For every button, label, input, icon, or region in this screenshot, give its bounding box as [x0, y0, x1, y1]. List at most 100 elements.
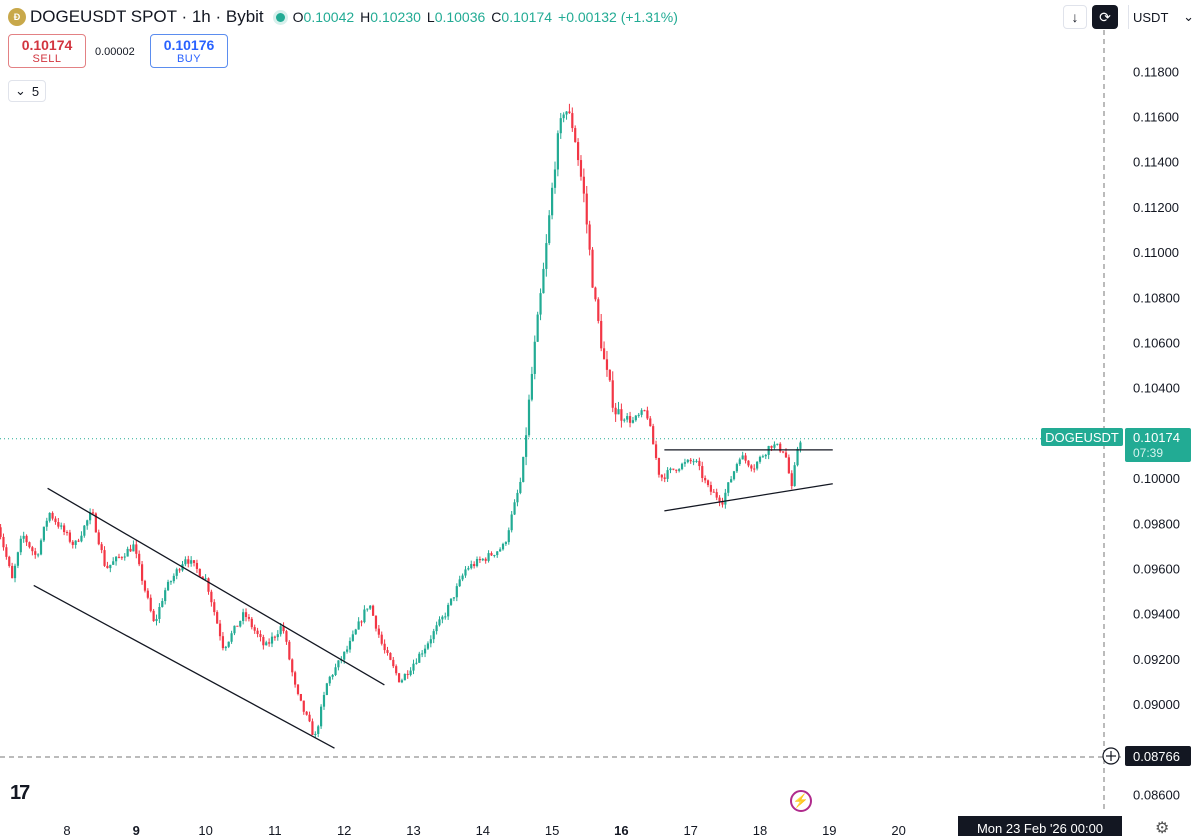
candle-body [432, 631, 435, 640]
candle-body [210, 591, 213, 603]
refresh-button[interactable]: ⟳ [1092, 5, 1118, 29]
trendline-range-bottom[interactable] [664, 483, 833, 512]
last-price-value: 0.10174 [1133, 430, 1180, 445]
candle-body [663, 477, 666, 479]
candle-body [753, 468, 756, 470]
candle-body [499, 549, 502, 552]
indicator-toggle[interactable]: ⌄ 5 [8, 80, 47, 102]
candle-body [441, 616, 444, 620]
time-axis: 8 9 10 11 12 13 14 15 16 17 18 19 20 [63, 823, 905, 836]
candle-body [366, 608, 369, 610]
candle-body [481, 558, 484, 561]
candle-body [565, 111, 568, 115]
candle-body [473, 564, 476, 567]
candle-body [2, 536, 5, 548]
candle-body [779, 443, 782, 452]
candle-body [135, 544, 138, 554]
candle-body [377, 628, 380, 635]
price-tick-label: 0.09800 [1133, 516, 1180, 531]
candle-body [756, 461, 759, 469]
candle-body [712, 491, 715, 493]
price-tick-label: 0.09000 [1133, 697, 1180, 712]
candle-body [11, 565, 14, 579]
candle-body [83, 525, 86, 536]
candle-body [545, 243, 548, 269]
candle-body [782, 451, 785, 453]
candle-body [320, 706, 323, 727]
candle-body [5, 547, 8, 557]
candle-body [773, 444, 776, 448]
candle-body [695, 460, 698, 462]
candle-body [796, 448, 799, 466]
candle-body [25, 535, 28, 543]
currency-select[interactable]: USDT ⌄ [1128, 5, 1200, 29]
candle-body [207, 578, 210, 592]
download-button[interactable]: ↓ [1063, 5, 1087, 29]
candle-body [614, 407, 617, 415]
candle-body [418, 653, 421, 663]
candle-body [626, 416, 629, 420]
candle-body [63, 525, 66, 533]
candle-body [617, 409, 620, 415]
candle-body [68, 532, 71, 542]
candle-body [42, 526, 45, 541]
candle-body [270, 636, 274, 644]
candle-body [764, 454, 767, 457]
candle-body [230, 633, 233, 642]
candle-body [299, 693, 302, 701]
time-tick-label: 15 [545, 823, 559, 836]
candle-body [149, 597, 152, 611]
candle-body [761, 456, 764, 458]
candle-body [100, 544, 103, 551]
candle-body [652, 426, 655, 445]
candle-body [793, 465, 796, 487]
candle-body [698, 460, 701, 467]
candle-body [582, 176, 585, 194]
candle-body [308, 714, 311, 722]
trendline-channel-lower[interactable] [33, 584, 335, 749]
candle-body [727, 482, 730, 493]
gear-icon[interactable]: ⚙ [1155, 820, 1170, 837]
candle-body [799, 442, 802, 449]
candle-body [31, 547, 34, 552]
trendline-channel-upper[interactable] [47, 487, 385, 686]
candle-body [190, 560, 193, 564]
candle-body [296, 684, 300, 694]
candle-body [435, 625, 438, 632]
candle-body [129, 548, 132, 552]
candle-body [302, 700, 305, 712]
crosshair-date-label: Mon 23 Feb '26 00:00 [958, 816, 1122, 836]
candle-body [654, 444, 658, 458]
candle-body [490, 553, 493, 556]
time-tick-label: 13 [406, 823, 420, 836]
candle-body [594, 287, 597, 300]
candle-body [784, 452, 788, 458]
candle-body [166, 581, 170, 591]
candle-body [542, 268, 545, 294]
time-tick-label: 19 [822, 823, 836, 836]
candle-body [140, 564, 144, 581]
bolt-icon[interactable]: ⚡ [790, 790, 812, 812]
chevron-down-icon: ⌄ [15, 83, 26, 98]
candle-body [146, 590, 149, 598]
candle-body [504, 542, 507, 544]
buy-button[interactable]: 0.10176 BUY [150, 34, 228, 68]
sell-button[interactable]: 0.10174 SELL [8, 34, 86, 68]
price-tick-label: 0.10800 [1133, 290, 1180, 305]
candle-body [415, 662, 418, 664]
crosshair-price-value: 0.08766 [1133, 749, 1180, 764]
candle-body [706, 480, 710, 486]
ohlc-high: H0.10230 [360, 9, 421, 25]
candle-body [429, 639, 432, 644]
tradingview-logo[interactable]: 17 [10, 782, 30, 804]
candle-body [657, 457, 661, 475]
candle-body [444, 616, 447, 618]
spread-value: 0.00002 [95, 46, 135, 58]
candle-body [591, 249, 594, 288]
candle-body [57, 522, 60, 527]
candle-body [337, 660, 340, 668]
symbol-title[interactable]: DOGEUSDT SPOT · 1h · Bybit [30, 7, 264, 26]
candle-body [770, 445, 773, 448]
price-tick-label: 0.11200 [1133, 200, 1179, 215]
